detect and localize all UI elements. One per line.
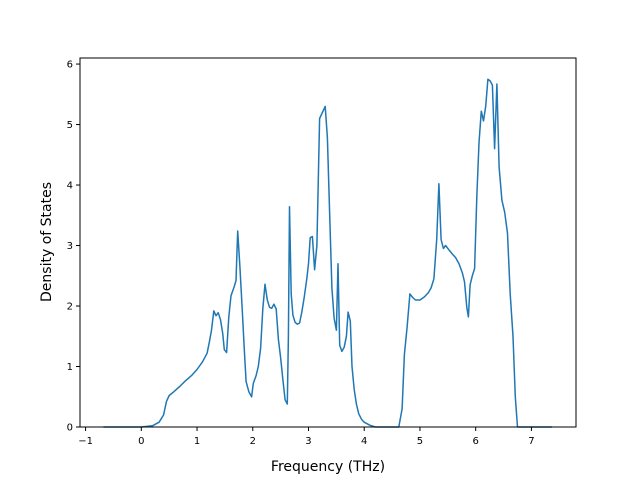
y-tick-label: 1: [67, 362, 73, 373]
x-tick-label: 1: [194, 436, 200, 447]
y-tick-label: 5: [67, 120, 73, 131]
x-tick-label: 6: [472, 436, 478, 447]
y-tick-label: 2: [67, 302, 73, 313]
x-tick-label: 2: [250, 436, 256, 447]
y-tick-label: 4: [67, 181, 73, 192]
x-tick-label: 5: [417, 436, 423, 447]
y-tick-label: 6: [67, 60, 73, 71]
y-axis-ticks: 0 1 2 3 4 5 6: [67, 60, 80, 434]
dos-series-line: [103, 78, 552, 428]
y-axis-label: Density of States: [39, 182, 55, 302]
plot-area-frame: [79, 57, 577, 428]
x-tick-label: 7: [528, 436, 534, 447]
y-tick-label: 3: [67, 241, 73, 252]
x-tick-label: 0: [138, 436, 144, 447]
x-tick-label: −1: [78, 436, 93, 447]
plot-line-layer: [103, 78, 552, 428]
x-axis-label: Frequency (THz): [271, 459, 385, 475]
x-tick-label: 3: [305, 436, 311, 447]
x-tick-label: 4: [361, 436, 367, 447]
x-axis-ticks: −1 0 1 2 3 4 5 6 7: [78, 427, 535, 447]
y-tick-label: 0: [67, 423, 73, 434]
